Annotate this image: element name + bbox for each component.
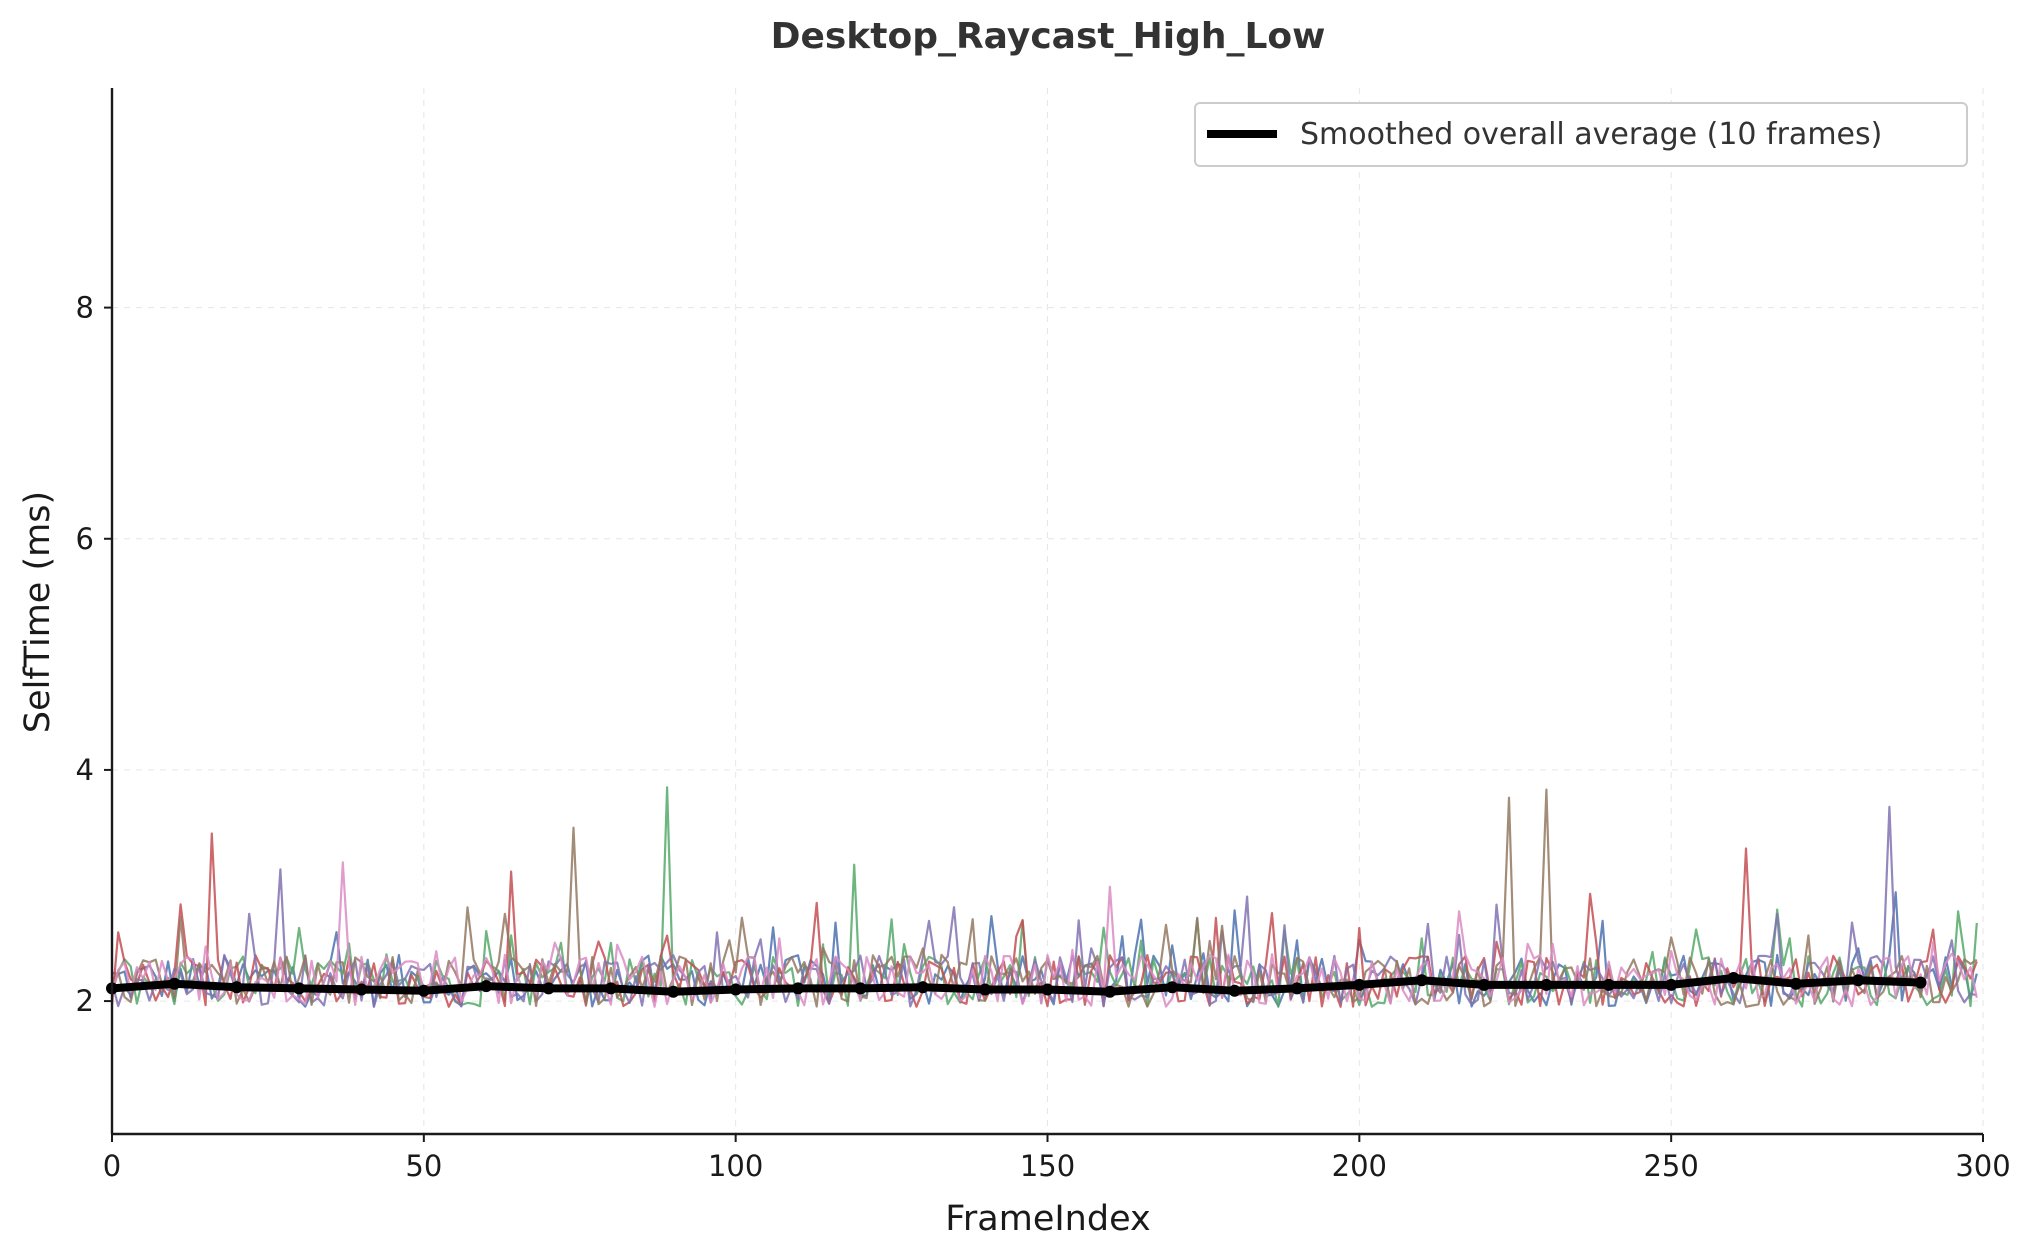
smoothed-average-point xyxy=(729,983,742,996)
x-tick-label: 300 xyxy=(1955,1149,2010,1183)
smoothed-average-point xyxy=(979,983,992,996)
smoothed-average-point xyxy=(355,983,368,996)
legend-label-smoothed-average: Smoothed overall average (10 frames) xyxy=(1300,117,1882,152)
smoothed-average-point xyxy=(667,985,680,998)
x-tick-label: 250 xyxy=(1643,1149,1698,1183)
x-tick-label: 0 xyxy=(103,1149,121,1183)
smoothed-average-point xyxy=(1540,978,1553,991)
smoothed-average-point xyxy=(792,982,804,995)
smoothed-average-point xyxy=(916,981,929,994)
smoothed-average-point xyxy=(1914,976,1927,989)
x-tick-label: 200 xyxy=(1332,1149,1387,1183)
smoothed-average-point xyxy=(854,982,867,995)
smoothed-average-point xyxy=(1353,978,1366,991)
smoothed-average-point xyxy=(230,981,243,994)
y-tick-label: 8 xyxy=(76,291,94,325)
per-run-series xyxy=(110,786,1978,1008)
x-tick-label: 150 xyxy=(1020,1149,1075,1183)
smoothed-average-point xyxy=(1789,977,1802,990)
y-axis-label: SelfTime (ms) xyxy=(18,491,58,733)
ticks: 0 50 100 150 200 250 300 2 4 6 8 xyxy=(76,291,2011,1183)
smoothed-average-point xyxy=(1291,982,1303,995)
y-tick-label: 6 xyxy=(76,522,94,556)
smoothed-average-point xyxy=(1228,984,1241,997)
smoothed-average-point xyxy=(1415,974,1428,987)
smoothed-average-point xyxy=(1103,985,1116,998)
smoothed-average-point xyxy=(1665,978,1678,991)
y-tick-label: 2 xyxy=(76,984,94,1018)
smoothed-average-line xyxy=(108,974,1925,996)
smoothed-average-point xyxy=(417,984,430,997)
smoothed-average-point xyxy=(542,982,555,995)
smoothed-average-point xyxy=(1727,972,1740,984)
smoothed-average-point xyxy=(480,980,493,993)
smoothed-average-point xyxy=(1852,974,1865,987)
x-tick-label: 100 xyxy=(708,1149,763,1183)
smoothed-average-point xyxy=(1041,983,1054,996)
smoothed-average-point xyxy=(168,977,181,990)
smoothed-average-point xyxy=(293,982,306,995)
smoothed-average-point xyxy=(1166,981,1179,994)
smoothed-average-series xyxy=(106,972,1927,998)
legend-box xyxy=(1194,102,1968,167)
legend: Smoothed overall average (10 frames) xyxy=(1194,102,1968,167)
smoothed-average-point xyxy=(604,982,617,995)
chart-title: Desktop_Raycast_High_Low xyxy=(771,16,1326,57)
x-axis-label: FrameIndex xyxy=(945,1199,1150,1239)
x-tick-label: 50 xyxy=(405,1149,442,1183)
smoothed-average-point xyxy=(1478,978,1491,991)
y-tick-label: 4 xyxy=(76,753,94,787)
smoothed-average-point xyxy=(1602,978,1615,991)
